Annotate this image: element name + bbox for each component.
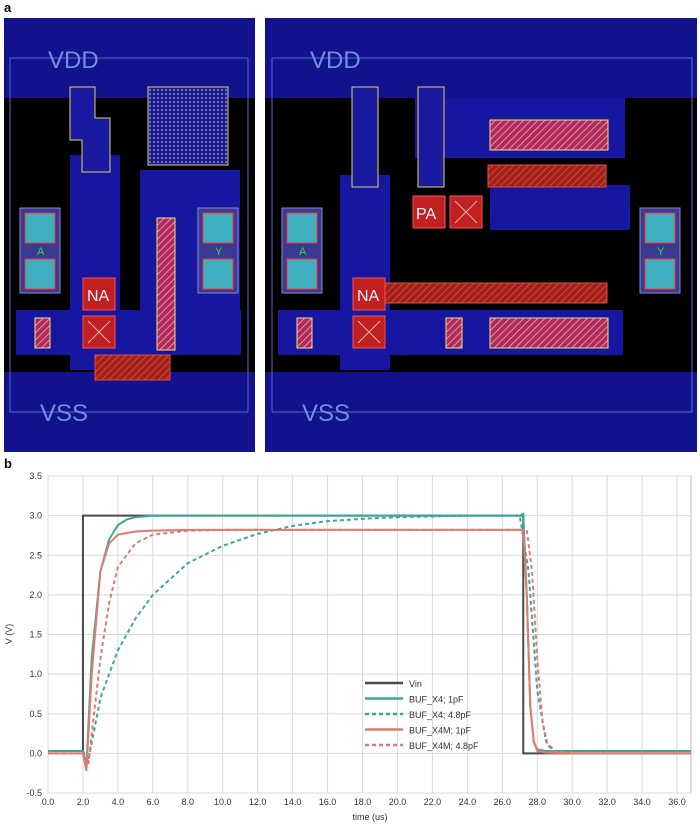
x-tick-label: 26.0	[494, 797, 512, 807]
pin-label: A	[299, 246, 307, 258]
series-line	[48, 528, 691, 770]
x-tick-label: 36.0	[668, 797, 686, 807]
y-tick-label: 0.5	[29, 709, 42, 719]
y-tick-label: 2.0	[29, 590, 42, 600]
legend-label: Vin	[409, 679, 422, 689]
rail-label: VDD	[310, 47, 361, 74]
pin-label: A	[37, 246, 45, 258]
x-axis-label: time (us)	[352, 812, 387, 822]
y-axis-label: V (V)	[4, 624, 14, 645]
legend-label: BUF_X4; 4.8pF	[409, 710, 472, 720]
layout-right: VDD VSS A Y PA NA	[265, 18, 697, 452]
layout-left: VDD VSS A Y NA	[4, 18, 255, 452]
x-tick-label: 30.0	[563, 797, 581, 807]
y-tick-label: -0.5	[26, 788, 42, 798]
legend-label: BUF_X4; 1pF	[409, 695, 464, 705]
panel-label: b	[4, 456, 12, 471]
rail-label: VDD	[48, 47, 99, 74]
legend-label: BUF_X4M; 4.8pF	[409, 741, 479, 751]
x-tick-label: 10.0	[214, 797, 232, 807]
x-tick-label: 34.0	[633, 797, 651, 807]
pin-label: Y	[657, 246, 665, 258]
rail-label: VSS	[40, 400, 88, 427]
y-tick-label: 2.5	[29, 550, 42, 560]
rail-label: VSS	[302, 400, 350, 427]
y-tick-label: 3.5	[29, 471, 42, 481]
x-tick-label: 18.0	[354, 797, 372, 807]
net-label: NA	[87, 288, 110, 305]
legend-label: BUF_X4M; 1pF	[409, 726, 472, 736]
net-label: PA	[416, 206, 436, 223]
y-tick-label: 3.0	[29, 511, 42, 521]
x-tick-label: 28.0	[528, 797, 546, 807]
x-tick-label: 32.0	[598, 797, 616, 807]
net-label: NA	[357, 288, 380, 305]
y-tick-label: 1.0	[29, 669, 42, 679]
x-tick-label: 8.0	[182, 797, 195, 807]
x-tick-label: 16.0	[319, 797, 337, 807]
x-tick-label: 22.0	[424, 797, 442, 807]
x-tick-label: 0.0	[42, 797, 55, 807]
series-line	[48, 514, 691, 765]
y-tick-label: 1.5	[29, 630, 42, 640]
x-tick-label: 20.0	[389, 797, 407, 807]
pin-label: Y	[215, 246, 223, 258]
x-tick-label: 4.0	[112, 797, 125, 807]
x-tick-label: 24.0	[459, 797, 477, 807]
x-tick-label: 6.0	[147, 797, 160, 807]
y-tick-label: 0.0	[29, 748, 42, 758]
x-tick-label: 12.0	[249, 797, 267, 807]
panel-label: a	[4, 0, 12, 15]
series-line	[48, 528, 691, 772]
x-tick-label: 14.0	[284, 797, 302, 807]
chart: V (V) time (us) 0.0 2.0 4.0 6.0 8.0 10.0 12.0 1…	[4, 471, 692, 822]
x-tick-label: 2.0	[77, 797, 90, 807]
